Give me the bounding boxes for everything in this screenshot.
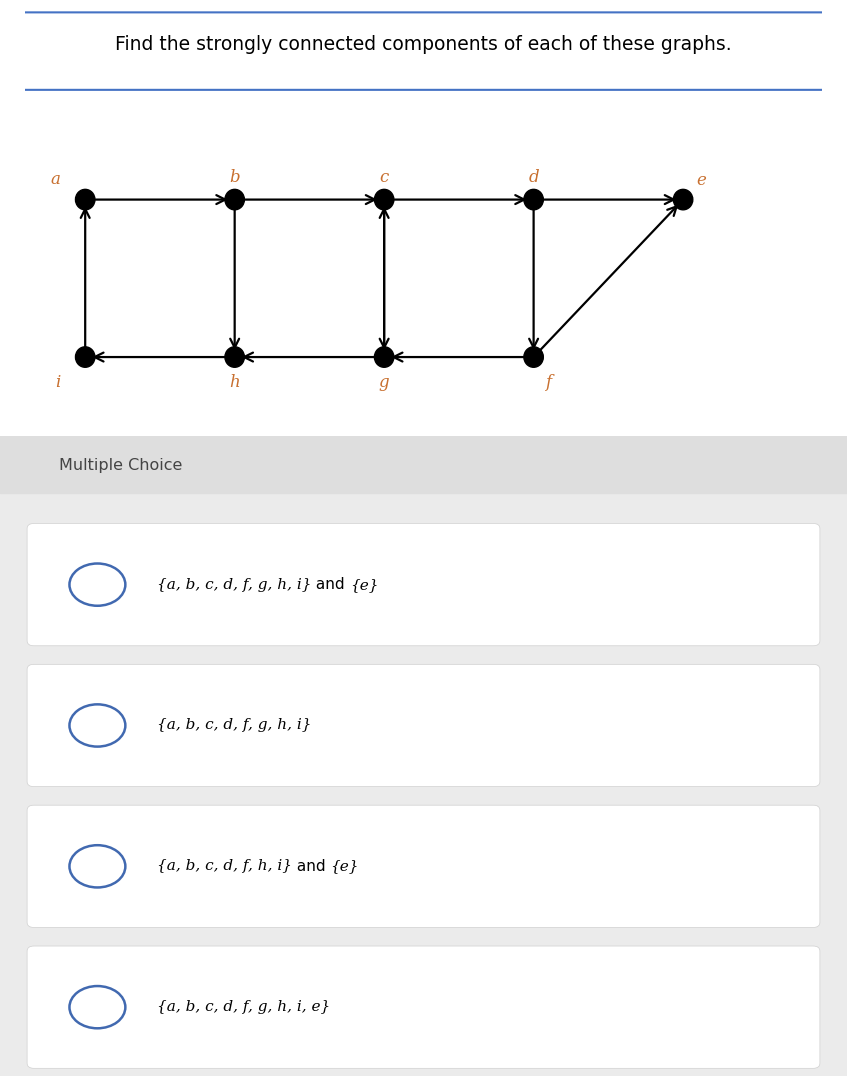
Text: a: a <box>50 171 60 187</box>
Text: {e}: {e} <box>330 860 358 874</box>
Circle shape <box>225 189 245 210</box>
Text: d: d <box>529 169 539 186</box>
Circle shape <box>524 189 543 210</box>
FancyBboxPatch shape <box>27 946 820 1068</box>
Text: i: i <box>56 373 61 391</box>
Circle shape <box>75 346 95 367</box>
Text: {a, b, c, d, f, g, h, i, e}: {a, b, c, d, f, g, h, i, e} <box>157 1001 330 1015</box>
Text: {a, b, c, d, f, g, h, i}: {a, b, c, d, f, g, h, i} <box>157 578 311 592</box>
Text: f: f <box>545 373 551 391</box>
Text: h: h <box>230 373 240 391</box>
Circle shape <box>374 346 394 367</box>
Circle shape <box>75 189 95 210</box>
Circle shape <box>524 346 543 367</box>
Text: Multiple Choice: Multiple Choice <box>59 458 183 473</box>
Text: and: and <box>311 577 350 592</box>
Text: Find the strongly connected components of each of these graphs.: Find the strongly connected components o… <box>115 36 732 54</box>
Circle shape <box>374 189 394 210</box>
Text: {a, b, c, d, f, h, i}: {a, b, c, d, f, h, i} <box>157 860 291 874</box>
Text: g: g <box>379 373 390 391</box>
Text: e: e <box>696 172 706 189</box>
Bar <box>0 436 847 494</box>
Text: {a, b, c, d, f, g, h, i}: {a, b, c, d, f, g, h, i} <box>157 719 311 733</box>
Text: {e}: {e} <box>350 578 379 592</box>
Circle shape <box>225 346 245 367</box>
FancyBboxPatch shape <box>2 13 845 89</box>
FancyBboxPatch shape <box>27 664 820 787</box>
Text: b: b <box>230 169 240 186</box>
FancyBboxPatch shape <box>27 524 820 646</box>
Text: c: c <box>379 169 389 186</box>
Text: and: and <box>291 859 330 874</box>
Circle shape <box>673 189 693 210</box>
FancyBboxPatch shape <box>27 805 820 928</box>
